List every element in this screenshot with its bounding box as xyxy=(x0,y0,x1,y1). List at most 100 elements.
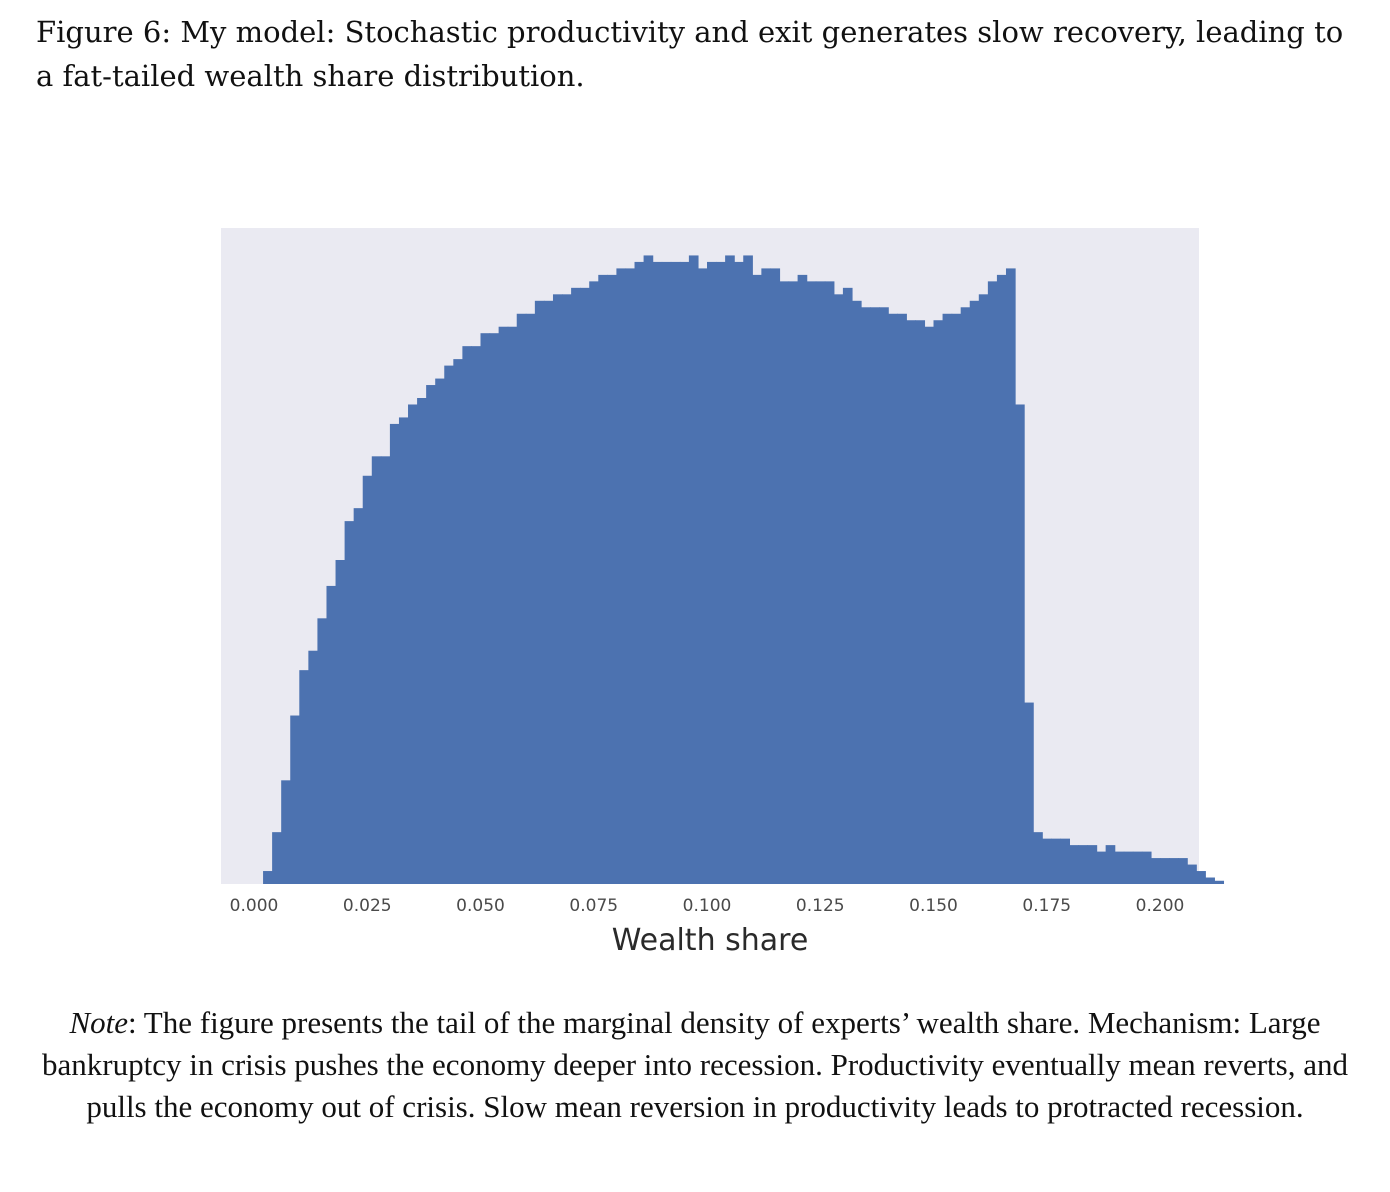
histogram-bar xyxy=(1214,880,1225,884)
histogram-bar xyxy=(679,261,690,884)
histogram-bar xyxy=(797,274,808,884)
histogram-bar xyxy=(1005,268,1016,884)
histogram-bar xyxy=(933,320,944,884)
x-tick-label: 0.025 xyxy=(343,896,392,916)
figure-note: Note: The figure presents the tail of th… xyxy=(30,1002,1360,1128)
histogram-bar xyxy=(1132,851,1143,884)
histogram-bar xyxy=(924,326,935,885)
histogram-bar xyxy=(571,287,581,885)
histogram-bar xyxy=(661,261,672,884)
histogram-bar xyxy=(308,650,319,884)
histogram-bar xyxy=(697,268,708,884)
histogram-bar xyxy=(380,456,391,884)
histogram-bar xyxy=(1069,845,1080,884)
histogram-bar xyxy=(453,359,463,884)
histogram-bar xyxy=(870,307,880,884)
histogram-bar xyxy=(1051,838,1061,884)
histogram-bar xyxy=(725,255,735,884)
histogram-bar xyxy=(489,333,500,884)
histogram-bar xyxy=(580,287,590,885)
histogram-bar xyxy=(299,670,309,884)
histogram-bar xyxy=(417,398,427,884)
x-tick-label: 0.150 xyxy=(909,896,958,916)
histogram-bar xyxy=(987,281,998,884)
histogram-bar xyxy=(842,287,853,885)
histogram-bar xyxy=(471,346,482,884)
histogram-bars xyxy=(263,255,1225,885)
histogram-bar xyxy=(1105,845,1116,884)
histogram-bar xyxy=(634,261,645,884)
histogram-bar xyxy=(861,307,871,884)
histogram-bar xyxy=(371,456,382,884)
note-text: : The figure presents the tail of the ma… xyxy=(42,1005,1348,1124)
histogram-bar xyxy=(1015,404,1025,884)
histogram-bar xyxy=(435,378,445,884)
histogram-bar xyxy=(616,268,627,884)
histogram-bar xyxy=(1087,845,1098,884)
histogram-bar xyxy=(317,618,328,884)
histogram-bar xyxy=(1196,871,1206,884)
histogram-bar xyxy=(398,417,409,884)
histogram-bar xyxy=(1042,838,1052,884)
histogram-bar xyxy=(525,313,536,884)
x-tick-label: 0.200 xyxy=(1136,896,1185,916)
histogram-bar xyxy=(1205,877,1215,884)
note-label: Note xyxy=(69,1005,128,1040)
histogram-bar xyxy=(643,255,654,884)
histogram-bar xyxy=(625,268,636,884)
histogram-bar xyxy=(969,300,980,884)
histogram-bar xyxy=(833,294,844,884)
histogram-bar xyxy=(770,268,781,884)
histogram-bar xyxy=(752,274,762,884)
histogram-bar xyxy=(607,274,617,884)
histogram-bar xyxy=(598,274,608,884)
histogram-bar xyxy=(562,294,572,884)
histogram-bar xyxy=(480,333,491,884)
histogram-bar xyxy=(444,365,454,885)
x-tick-labels: 0.000 0.025 0.050 0.075 0.100 0.125 0.150 0.175… xyxy=(230,896,1185,916)
histogram-bar xyxy=(263,871,273,884)
histogram-bar xyxy=(462,346,473,884)
histogram-bar xyxy=(1060,838,1070,884)
histogram-bar xyxy=(335,560,346,884)
histogram-bar xyxy=(272,832,282,884)
histogram-bar xyxy=(688,255,699,884)
histogram-bar xyxy=(978,294,989,884)
histogram-bar xyxy=(426,385,436,884)
histogram-bar xyxy=(851,300,862,884)
histogram-bar xyxy=(1187,864,1197,884)
histogram-bar xyxy=(806,281,817,884)
histogram-bar xyxy=(707,261,717,884)
histogram-bar xyxy=(589,281,599,884)
histogram-bar xyxy=(1078,845,1089,884)
histogram-bar xyxy=(1033,832,1043,884)
histogram-bar xyxy=(344,521,355,884)
histogram-bar xyxy=(507,326,518,885)
histogram-bar xyxy=(1114,851,1125,884)
histogram-bar xyxy=(670,261,681,884)
x-tick-label: 0.175 xyxy=(1022,896,1071,916)
histogram-bar xyxy=(516,313,527,884)
histogram-bar xyxy=(779,281,790,884)
histogram-bar xyxy=(824,281,835,884)
histogram-bar xyxy=(897,313,907,884)
x-tick-label: 0.000 xyxy=(230,896,279,916)
histogram-bar xyxy=(652,261,663,884)
histogram-bar xyxy=(1123,851,1134,884)
histogram-bar xyxy=(543,300,554,884)
histogram-bar xyxy=(353,508,364,884)
histogram-bar xyxy=(960,307,971,884)
x-tick-label: 0.100 xyxy=(683,896,732,916)
histogram-bar xyxy=(534,300,545,884)
histogram-bar xyxy=(1169,858,1179,884)
x-tick-label: 0.075 xyxy=(569,896,618,916)
histogram-bar xyxy=(552,294,563,884)
histogram-bar xyxy=(906,320,916,884)
histogram-bar xyxy=(1096,851,1107,884)
histogram-bar xyxy=(888,313,898,884)
histogram-bar xyxy=(1024,702,1034,884)
histogram-bar xyxy=(326,585,337,884)
histogram-bar xyxy=(1141,851,1152,884)
x-axis-label: Wealth share xyxy=(612,923,809,958)
